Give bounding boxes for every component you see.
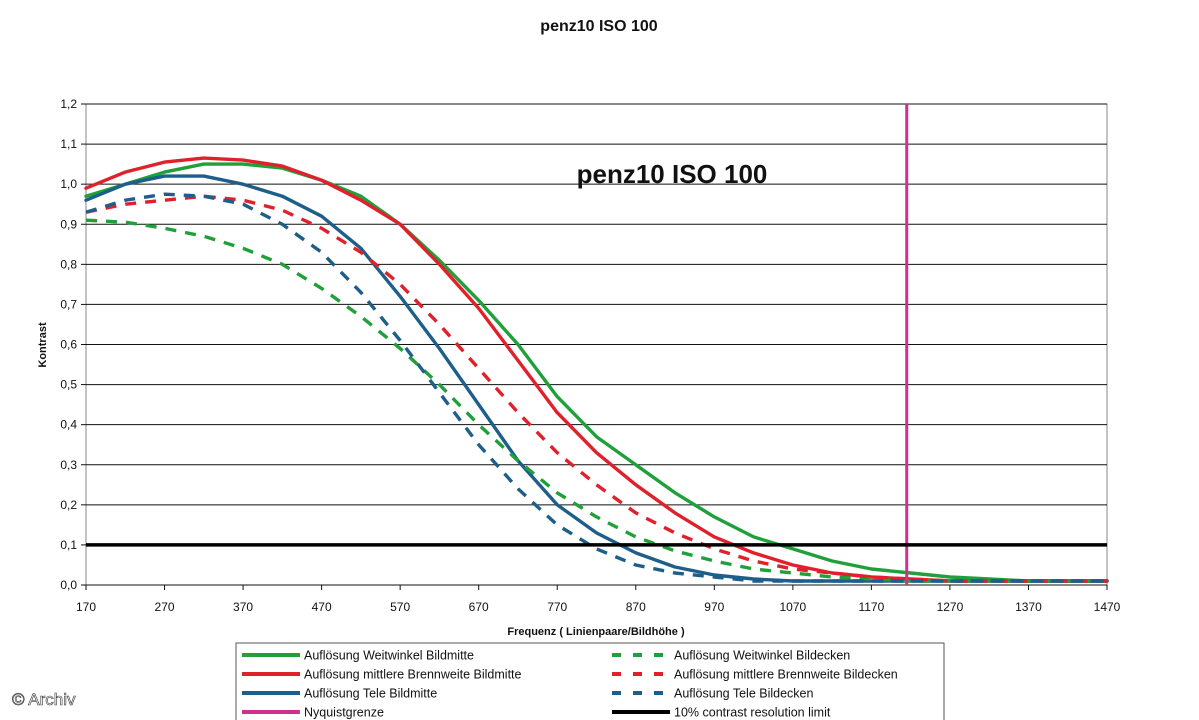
y-tick-label: 0,6 (60, 338, 77, 352)
series-line-4 (85, 218, 1107, 583)
x-tick-label: 970 (704, 600, 724, 614)
series-line-1 (84, 162, 1109, 583)
legend-label: 10% contrast resolution limit (674, 706, 831, 720)
y-tick-label: 0,0 (60, 578, 77, 592)
x-axis-label: Frequenz ( Linienpaare/Bildhöhe ) (507, 626, 685, 638)
legend-label: Auflösung Tele Bildmitte (304, 687, 437, 701)
x-tick-label: 870 (626, 600, 646, 614)
x-tick-label: 1270 (937, 600, 964, 614)
watermark: © Archiv (12, 690, 76, 709)
x-tick-label: 370 (233, 600, 253, 614)
x-tick-labels: 170 270 370 470 570 670 770 870 970 1070 1170 1270 1… (76, 600, 1121, 614)
series-line-3 (84, 174, 1109, 583)
x-tick-label: 670 (469, 600, 489, 614)
y-tick-labels: 0,0 0,1 0,2 0,3 0,4 0,5 0,6 0,7 0,8 0,9 1,0 1,1 1,2 (60, 97, 77, 592)
y-tick-label: 0,5 (60, 378, 77, 392)
x-tick-label: 270 (155, 600, 175, 614)
y-tick-label: 1,1 (60, 137, 77, 151)
legend-label: Auflösung Weitwinkel Bildmitte (304, 649, 474, 663)
series-line-6 (85, 192, 1107, 583)
chart-title: penz10 ISO 100 (540, 18, 657, 35)
x-tick-label: 570 (390, 600, 410, 614)
chart-inner-title: penz10 ISO 100 (577, 159, 768, 189)
legend-label: Auflösung Weitwinkel Bildecken (674, 649, 850, 663)
x-tick-label: 1470 (1094, 600, 1121, 614)
y-tick-label: 0,7 (60, 297, 77, 311)
series-lines (84, 156, 1109, 583)
legend: Auflösung Weitwinkel Bildmitte Auflösung … (235, 642, 945, 720)
x-tick-label: 470 (312, 600, 332, 614)
x-tick-label: 1370 (1015, 600, 1042, 614)
reference-lines (86, 104, 1107, 585)
y-tick-label: 0,1 (60, 538, 77, 552)
y-tick-label: 0,9 (60, 217, 77, 231)
y-tick-label: 1,2 (60, 97, 77, 111)
x-tick-label: 1070 (779, 600, 806, 614)
y-tick-label: 0,2 (60, 498, 77, 512)
series-line-5 (85, 194, 1107, 583)
legend-label: Nyquistgrenze (304, 706, 384, 720)
y-tick-label: 0,8 (60, 257, 77, 271)
legend-label: Auflösung Tele Bildecken (674, 687, 813, 701)
y-tick-label: 1,0 (60, 177, 77, 191)
grid-lines (81, 103, 1108, 590)
y-tick-label: 0,4 (60, 418, 77, 432)
y-axis-label: Kontrast (37, 322, 49, 368)
legend-label: Auflösung mittlere Brennweite Bildmitte (304, 668, 522, 682)
x-tick-label: 170 (76, 600, 96, 614)
x-tick-label: 770 (547, 600, 567, 614)
legend-label: Auflösung mittlere Brennweite Bildecken (674, 668, 898, 682)
y-tick-label: 0,3 (60, 458, 77, 472)
legend-box (235, 642, 945, 720)
x-tick-label: 1170 (858, 600, 884, 614)
